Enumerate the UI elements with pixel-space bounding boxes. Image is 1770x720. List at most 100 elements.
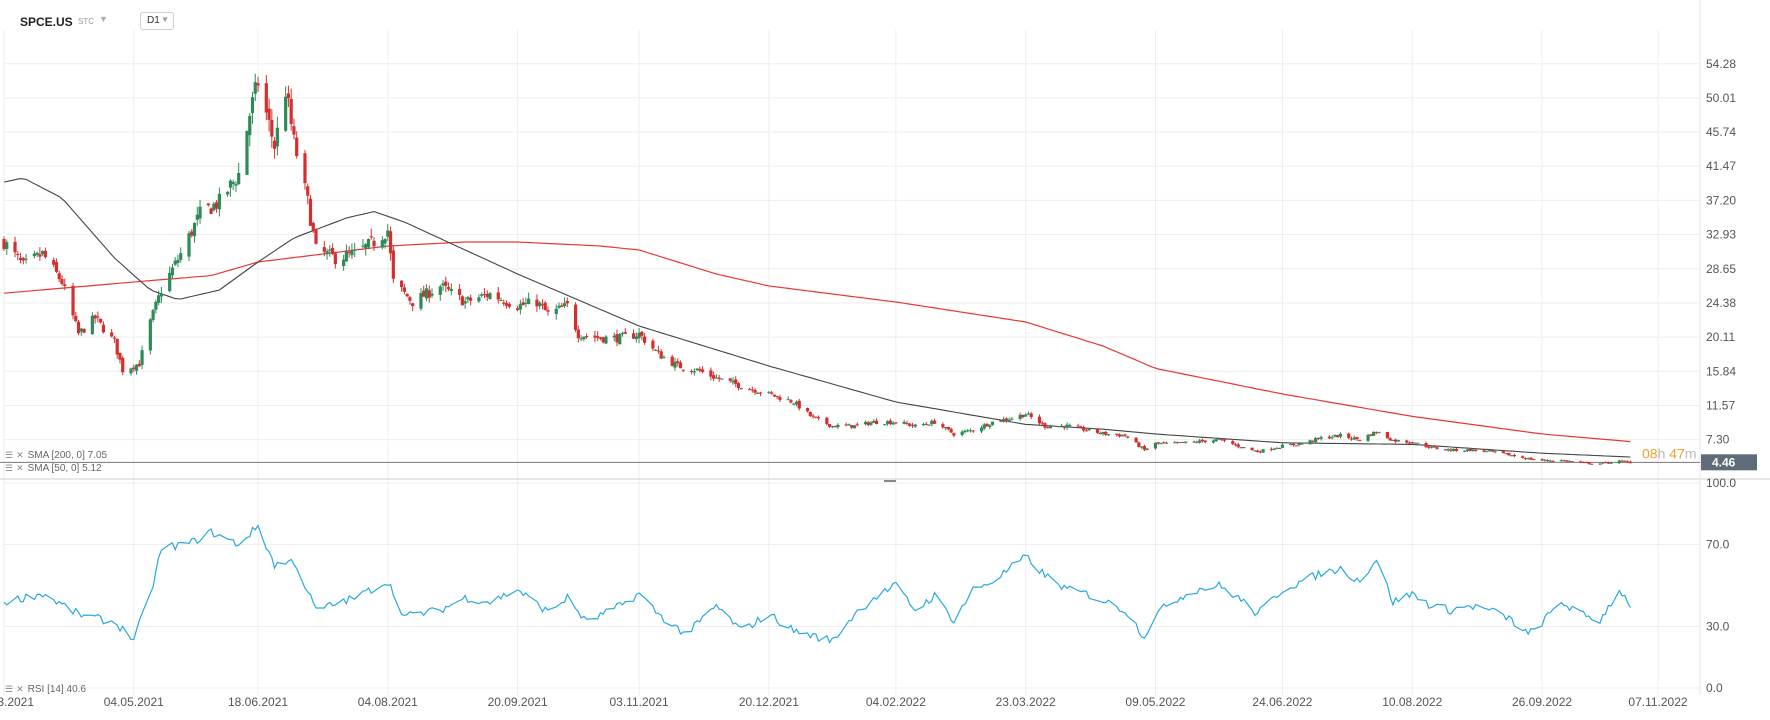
candle-body — [284, 96, 288, 131]
candle-body — [1026, 413, 1031, 415]
candle-body — [1529, 457, 1533, 460]
candle-body — [438, 286, 442, 295]
candle-body — [132, 367, 136, 370]
timeframe-select[interactable]: D1 ▼ — [140, 12, 174, 30]
candle-body — [816, 417, 821, 419]
candle-body — [466, 297, 470, 300]
candle-body — [264, 83, 268, 113]
candle-body — [999, 420, 1003, 422]
candle-body — [1007, 419, 1011, 422]
candle-body — [678, 362, 683, 369]
candle-body — [1330, 437, 1334, 439]
candle-body — [1120, 435, 1124, 437]
candle-body — [333, 253, 337, 265]
candle-body — [1512, 454, 1517, 457]
candle-body — [1021, 414, 1025, 418]
candle-body — [1626, 461, 1630, 463]
candle-body — [585, 336, 589, 338]
candle-body — [1236, 444, 1240, 447]
candle-body — [330, 247, 335, 255]
candle-body — [402, 287, 406, 292]
candle-body — [1369, 434, 1373, 436]
candle-body — [121, 357, 125, 373]
candle-body — [270, 120, 274, 137]
indicator-rsi[interactable]: ☰ ✕ RSI [14] 40.6 — [5, 684, 86, 695]
candle-body — [1145, 448, 1149, 451]
rsi-tick-label: 0.0 — [1706, 681, 1723, 695]
candle-body — [941, 424, 945, 428]
candle-body — [698, 369, 702, 371]
candle-body — [1523, 458, 1528, 460]
close-icon[interactable]: ✕ — [16, 684, 24, 694]
settings-icon[interactable]: ☰ — [5, 684, 14, 694]
candle-body — [1239, 447, 1243, 449]
candle-body — [1371, 431, 1376, 436]
candle-body — [444, 281, 448, 286]
candle-body — [1327, 436, 1332, 439]
candle-body — [891, 422, 895, 425]
settings-icon[interactable]: ☰ — [5, 450, 14, 460]
indicator-sma200[interactable]: ☰ ✕ SMA [200, 0] 7.05 — [5, 450, 107, 461]
candle-body — [1294, 445, 1298, 447]
candle-body — [267, 108, 271, 120]
candle-body — [159, 293, 163, 297]
candle-body — [1407, 442, 1412, 444]
candle-body — [828, 424, 832, 427]
candle-body — [1173, 442, 1177, 444]
candle-body — [734, 379, 738, 384]
candle-body — [714, 377, 719, 379]
candle-body — [79, 328, 83, 332]
y-tick-label: 54.28 — [1706, 57, 1736, 71]
chevron-down-icon[interactable]: ▼ — [99, 14, 108, 24]
candle-body — [1004, 418, 1008, 421]
symbol-label[interactable]: SPCE.US — [20, 15, 73, 29]
close-icon[interactable]: ✕ — [16, 463, 24, 473]
candle-body — [1217, 438, 1221, 440]
indicator-sma50[interactable]: ☰ ✕ SMA [50, 0] 5.12 — [5, 463, 102, 474]
candle-body — [792, 403, 796, 405]
candle-body — [863, 421, 868, 425]
candle-body — [1184, 441, 1188, 443]
candle-body — [71, 285, 75, 316]
y-tick-label: 50.01 — [1706, 91, 1736, 105]
candle-body — [1137, 442, 1141, 448]
candle-body — [74, 315, 78, 322]
candle-body — [295, 137, 299, 157]
rsi-panel — [3, 524, 1631, 644]
candle-body — [1117, 434, 1122, 437]
settings-icon[interactable]: ☰ — [5, 463, 14, 473]
candle-body — [1316, 437, 1320, 439]
candle-body — [54, 262, 59, 272]
candle-body — [328, 249, 332, 251]
indicator-sma50-label: SMA [50, 0] 5.12 — [27, 463, 102, 474]
candle-body — [894, 422, 898, 424]
candle-body — [850, 425, 854, 428]
candle-body — [681, 369, 685, 371]
candle-body — [814, 416, 818, 418]
candle-body — [662, 357, 666, 359]
candle-body — [1336, 435, 1340, 438]
candle-body — [1084, 430, 1089, 432]
candle-body — [902, 421, 906, 424]
candle-body — [1405, 440, 1409, 443]
candle-body — [1463, 450, 1467, 452]
candlesticks — [2, 73, 1632, 465]
candle-body — [1162, 442, 1166, 444]
x-tick-label: 18.03.2021 — [0, 695, 34, 709]
candle-body — [758, 392, 763, 394]
candle-body — [930, 420, 934, 425]
candle-body — [1211, 440, 1216, 443]
candle-body — [1504, 453, 1508, 455]
candle-body — [753, 390, 757, 393]
candle-body — [1123, 434, 1127, 436]
candle-body — [1628, 461, 1632, 464]
candle-body — [747, 389, 752, 391]
candle-body — [118, 352, 122, 360]
axes: 54.28 50.01 45.74 41.47 37.20 32.93 28.65 24.38… — [0, 57, 1757, 709]
candle-body — [949, 428, 953, 433]
close-icon[interactable]: ✕ — [16, 450, 24, 460]
rsi-tick-label: 70.0 — [1706, 538, 1730, 552]
candle-body — [731, 380, 735, 383]
candle-body — [1452, 448, 1456, 451]
candle-body — [596, 336, 600, 338]
